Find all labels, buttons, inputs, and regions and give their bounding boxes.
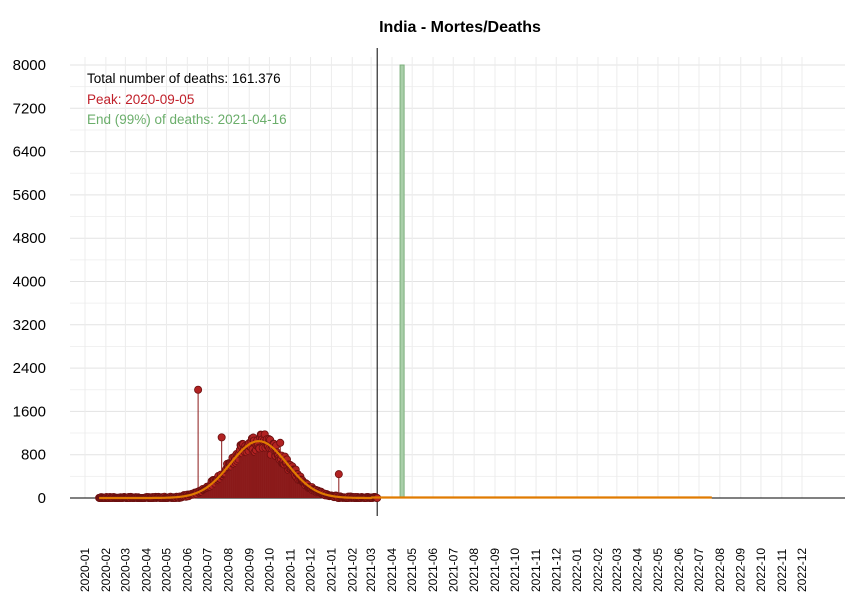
data-point <box>217 433 226 442</box>
x-tick-label: 2022-03 <box>610 548 624 592</box>
x-tick-label: 2020-07 <box>201 548 215 592</box>
x-tick-label: 2021-04 <box>385 548 399 592</box>
x-tick-labels: 2020-01 2020-02 2020-03 2020-04 2020-05 2020-… <box>78 548 809 592</box>
data-points <box>95 385 382 502</box>
y-tick-label: 4000 <box>13 274 46 291</box>
x-tick-label: 2020-01 <box>78 548 92 592</box>
fit-curve <box>99 440 712 500</box>
x-tick-label: 2022-04 <box>631 548 645 592</box>
x-tick-label: 2022-10 <box>754 548 768 592</box>
total-deaths-annotation: Total number of deaths: 161.376 <box>87 71 281 86</box>
x-tick-label: 2021-03 <box>364 548 378 592</box>
x-tick-label: 2020-04 <box>139 548 153 592</box>
x-tick-label: 2022-05 <box>651 548 665 592</box>
y-tick-label: 7200 <box>13 100 46 117</box>
x-tick-label: 2022-07 <box>692 548 706 592</box>
x-tick-label: 2021-10 <box>508 548 522 592</box>
y-tick-label: 0 <box>38 490 46 507</box>
x-tick-label: 2022-02 <box>591 548 605 592</box>
y-tick-label: 5600 <box>13 187 46 204</box>
x-tick-label: 2020-11 <box>283 549 297 592</box>
x-tick-label: 2021-11 <box>529 549 543 592</box>
data-point <box>194 385 203 394</box>
peak-annotation: Peak: 2020-09-05 <box>87 92 194 107</box>
x-tick-label: 2020-12 <box>304 548 318 592</box>
x-tick-label: 2021-02 <box>345 548 359 592</box>
x-tick-label: 2020-03 <box>118 548 132 592</box>
x-tick-label: 2022-08 <box>713 548 727 592</box>
x-tick-label: 2022-12 <box>795 548 809 592</box>
x-tick-label: 2021-05 <box>405 548 419 592</box>
data-point <box>334 470 343 479</box>
y-tick-label: 800 <box>21 447 46 464</box>
data-point <box>276 438 285 447</box>
x-tick-label: 2020-02 <box>99 548 113 592</box>
y-tick-label: 2400 <box>13 360 46 377</box>
x-tick-label: 2020-05 <box>159 548 173 592</box>
y-tick-label: 1600 <box>13 403 46 420</box>
x-tick-label: 2021-08 <box>467 548 481 592</box>
x-tick-label: 2021-12 <box>549 548 563 592</box>
x-tick-label: 2021-09 <box>488 548 502 592</box>
x-tick-label: 2020-08 <box>221 548 235 592</box>
y-tick-label: 4800 <box>13 230 46 247</box>
x-tick-label: 2021-06 <box>426 548 440 592</box>
end-annotation: End (99%) of deaths: 2021-04-16 <box>87 112 287 127</box>
y-tick-label: 6400 <box>13 144 46 161</box>
x-tick-label: 2022-06 <box>672 548 686 592</box>
x-tick-label: 2020-06 <box>180 548 194 592</box>
chart-title: India - Mortes/Deaths <box>379 19 541 36</box>
x-tick-label: 2022-11 <box>775 549 789 592</box>
x-tick-label: 2020-09 <box>242 548 256 592</box>
x-tick-label: 2021-07 <box>446 548 460 592</box>
y-tick-label: 3200 <box>13 317 46 334</box>
x-tick-label: 2022-01 <box>570 548 584 592</box>
x-tick-label: 2020-10 <box>262 548 276 592</box>
fit-curve-group <box>99 440 712 500</box>
y-tick-labels: 0 800 1600 2400 3200 4000 4800 5600 6400 7200 8000 <box>13 57 46 507</box>
y-tick-label: 8000 <box>13 57 46 74</box>
end-bar <box>399 64 405 499</box>
x-tick-label: 2022-09 <box>734 548 748 592</box>
x-tick-label: 2021-01 <box>324 548 338 592</box>
